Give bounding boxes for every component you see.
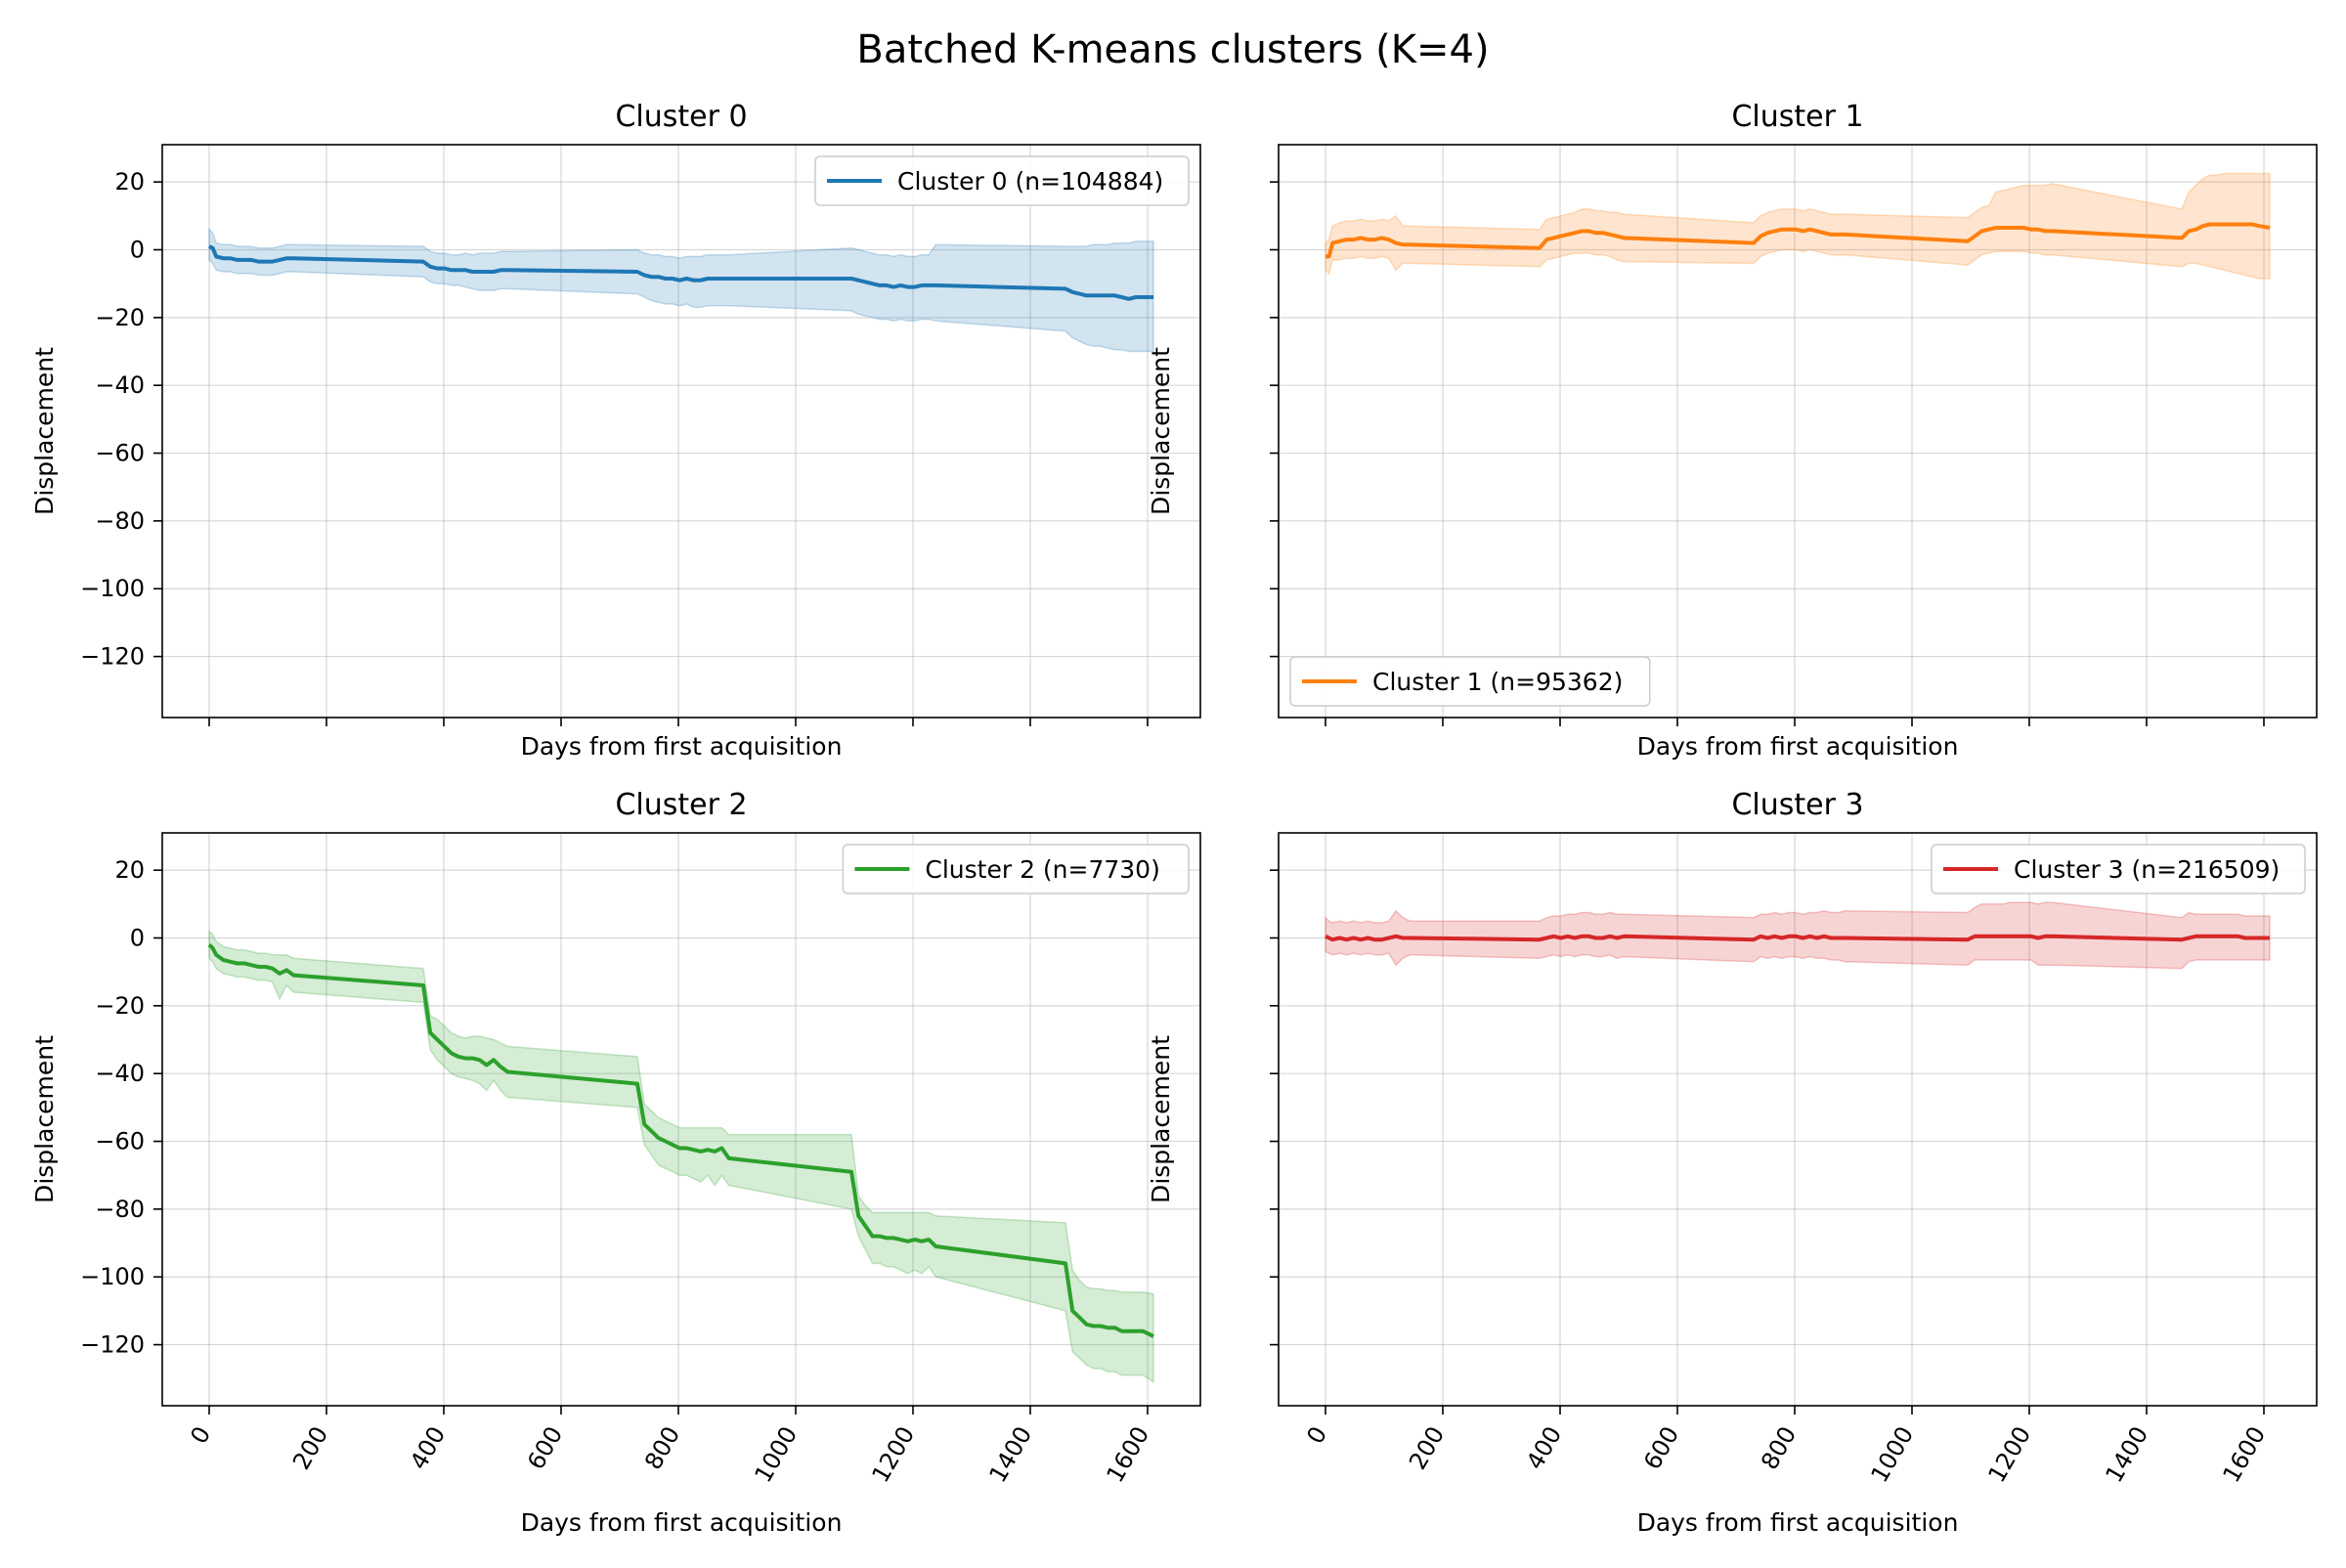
x-tick-label: 1200 <box>1982 1422 2036 1488</box>
panel-title: Cluster 0 <box>615 100 747 134</box>
x-tick-label: 1000 <box>749 1422 803 1488</box>
x-tick-label: 1400 <box>983 1422 1037 1488</box>
y-tick-label: −80 <box>95 507 145 535</box>
panel-2: 0 200 400 600 800 1000 1200 1400 1600200−20−40−6… <box>30 788 1201 1537</box>
x-axis-label: Days from first acquisition <box>1637 1508 1959 1537</box>
confidence-band <box>208 227 1154 353</box>
legend-box <box>1289 656 1651 707</box>
panel-3: 0 200 400 600 800 1000 1200 1400 1600 Cluster 3 Da… <box>1147 788 2318 1537</box>
confidence-band <box>208 929 1154 1384</box>
x-tick-label: 0 <box>185 1422 216 1449</box>
legend: Cluster 2 (n=7730) <box>842 844 1190 894</box>
y-tick-label: 0 <box>130 924 145 951</box>
y-tick-label: −80 <box>95 1196 145 1223</box>
x-axis-label: Days from first acquisition <box>521 1508 843 1537</box>
y-tick-label: −40 <box>95 1060 145 1087</box>
y-tick-label: −120 <box>80 643 145 671</box>
y-tick-label: −100 <box>80 1263 145 1290</box>
x-tick-label: 1200 <box>866 1422 920 1488</box>
x-tick-label: 400 <box>405 1422 451 1475</box>
series-line <box>207 942 1154 1338</box>
plot-area <box>207 929 1154 1384</box>
legend-box <box>1931 844 2306 894</box>
x-tick-label: 1000 <box>1865 1422 1919 1488</box>
y-tick-label: −60 <box>95 440 145 467</box>
plot-area <box>1325 901 2271 970</box>
x-tick-label: 600 <box>1638 1422 1684 1475</box>
x-tick-label: 400 <box>1521 1422 1567 1475</box>
y-tick-label: −120 <box>80 1331 145 1359</box>
y-tick-label: 0 <box>130 236 145 263</box>
y-tick-label: −40 <box>95 371 145 399</box>
y-axis-label: Displacement <box>1147 347 1175 515</box>
legend-label: Cluster 1 (n=95362) <box>1372 668 1623 696</box>
panel-title: Cluster 1 <box>1731 100 1863 134</box>
x-tick-label: 0 <box>1301 1422 1332 1449</box>
x-axis-label: Days from first acquisition <box>1637 732 1959 761</box>
series-line <box>1325 222 2271 259</box>
y-axis-label: Displacement <box>30 1035 59 1203</box>
y-tick-label: −100 <box>80 575 145 602</box>
y-tick-label: 20 <box>114 856 145 884</box>
y-tick-label: 20 <box>114 168 145 196</box>
legend: Cluster 0 (n=104884) <box>814 155 1190 206</box>
x-tick-label: 1400 <box>2100 1422 2153 1488</box>
legend-box <box>814 155 1190 206</box>
panel-title: Cluster 2 <box>615 788 747 822</box>
plot-area <box>1325 172 2271 280</box>
panel-title: Cluster 3 <box>1731 788 1863 822</box>
legend: Cluster 3 (n=216509) <box>1931 844 2306 894</box>
panel-1: Cluster 1 Days from first acquisition Disp… <box>1147 100 2318 761</box>
axes-frame <box>161 832 1201 1407</box>
x-axis-label: Days from first acquisition <box>521 732 843 761</box>
x-tick-label: 1600 <box>1101 1422 1154 1488</box>
x-tick-label: 200 <box>287 1422 333 1475</box>
confidence-band <box>1325 172 2271 280</box>
legend-label: Cluster 2 (n=7730) <box>925 855 1159 884</box>
axes-frame <box>161 144 1201 719</box>
panel-0: 20 0 −20 −40 −60 −80 −100 −120 Cluster 0 Days fro… <box>30 100 1201 761</box>
y-axis-label: Displacement <box>30 347 59 515</box>
y-tick-label: −60 <box>95 1128 145 1155</box>
x-tick-label: 1600 <box>2217 1422 2271 1488</box>
series-line <box>1325 934 2270 942</box>
x-tick-label: 200 <box>1404 1422 1450 1475</box>
x-tick-label: 800 <box>1756 1422 1802 1475</box>
figure-title: Batched K-means clusters (K=4) <box>856 27 1489 72</box>
y-tick-label: −20 <box>95 304 145 331</box>
series-line <box>208 244 1153 301</box>
legend-label: Cluster 0 (n=104884) <box>897 167 1163 196</box>
y-axis-label: Displacement <box>1147 1035 1175 1203</box>
legend-box <box>842 844 1190 894</box>
legend-label: Cluster 3 (n=216509) <box>2014 855 2280 884</box>
x-tick-label: 800 <box>639 1422 685 1475</box>
plot-area <box>208 227 1154 353</box>
legend: Cluster 1 (n=95362) <box>1289 656 1651 707</box>
x-tick-label: 600 <box>522 1422 568 1475</box>
axes-frame <box>1278 144 2318 719</box>
axes-frame <box>1278 832 2318 1407</box>
y-tick-label: −20 <box>95 992 145 1020</box>
